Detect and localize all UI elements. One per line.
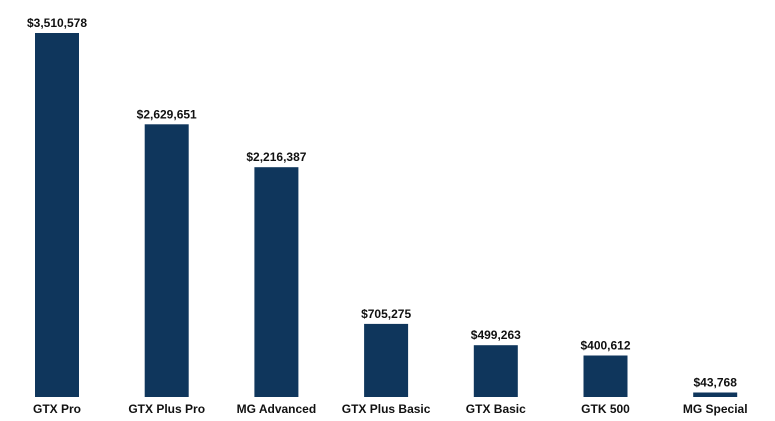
value-label: $43,768 bbox=[694, 376, 738, 390]
category-label: GTK 500 bbox=[581, 402, 630, 416]
bar-mg-special bbox=[693, 392, 738, 397]
value-label: $2,216,387 bbox=[246, 150, 306, 164]
category-label: GTX Plus Basic bbox=[342, 402, 431, 416]
bar-gtk-500 bbox=[583, 355, 628, 397]
bar-mg-advanced bbox=[254, 167, 299, 397]
value-labels-group: $3,510,578 $2,629,651 $2,216,387 $705,275 $4… bbox=[27, 16, 737, 390]
value-label: $400,612 bbox=[580, 339, 630, 353]
category-labels-group: GTX Pro GTX Plus Pro MG Advanced GTX Plus B… bbox=[33, 402, 748, 416]
category-label: GTX Plus Pro bbox=[128, 402, 205, 416]
category-label: GTX Basic bbox=[466, 402, 526, 416]
bar-gtx-basic bbox=[473, 345, 518, 397]
category-label: MG Advanced bbox=[237, 402, 317, 416]
bars-group bbox=[35, 33, 738, 398]
value-label: $3,510,578 bbox=[27, 16, 87, 30]
category-label: MG Special bbox=[683, 402, 748, 416]
bar-gtx-pro bbox=[35, 33, 79, 397]
value-label: $705,275 bbox=[361, 307, 411, 321]
bar-gtx-plus-pro bbox=[144, 124, 189, 398]
category-label: GTX Pro bbox=[33, 402, 81, 416]
value-label: $499,263 bbox=[471, 328, 521, 342]
bar-gtx-plus-basic bbox=[364, 323, 409, 397]
value-label: $2,629,651 bbox=[137, 107, 197, 121]
